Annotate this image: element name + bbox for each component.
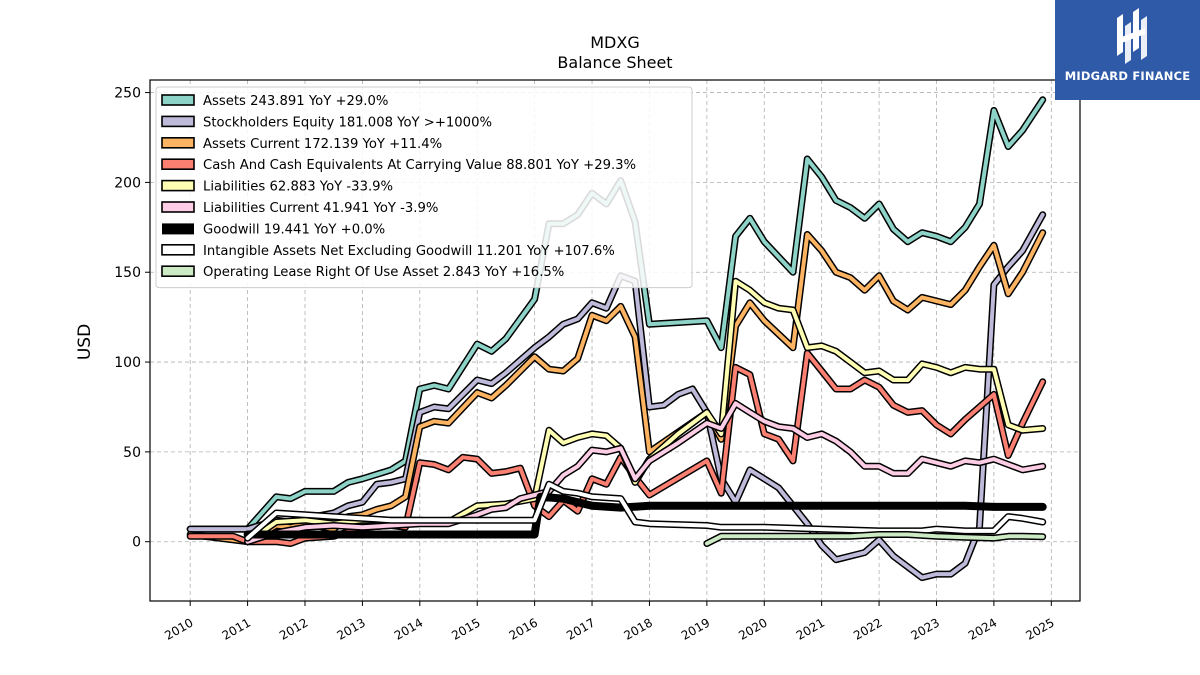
series-layer [186, 96, 1047, 582]
series-path [245, 482, 1045, 541]
legend-label: Stockholders Equity 181.008 YoY >+1000% [203, 115, 492, 130]
series-line-3 [186, 229, 1047, 546]
legend-item-5: Liabilities 62.883 YoY -33.9% [161, 179, 393, 195]
x-tick-label: 2013 [334, 615, 367, 642]
x-tick-label: 2014 [392, 615, 425, 642]
legend-box [155, 86, 693, 289]
y-tick-label: 100 [114, 355, 141, 371]
legend-label: Liabilities Current 41.941 YoY -3.9% [203, 201, 438, 216]
y-axis-label: USD [75, 324, 95, 360]
y-tick-label: 50 [123, 445, 141, 461]
legend-swatch [161, 158, 195, 170]
series-path [704, 532, 1045, 546]
brand-logo: MIDGARD FINANCE [1055, 0, 1200, 100]
midgard-logo-icon [1117, 8, 1147, 64]
legend-swatch [161, 265, 195, 278]
y-tick-label: 200 [114, 175, 141, 191]
chart-title: MDXG [590, 33, 639, 52]
legend-swatch [161, 137, 195, 149]
brand-name: MIDGARD FINANCE [1064, 69, 1191, 83]
y-tick-label: 0 [132, 535, 141, 551]
chart-subtitle: Balance Sheet [557, 53, 672, 72]
x-tick-label: 2022 [851, 615, 884, 642]
legend-item-3: Assets Current 172.139 YoY +11.4% [161, 137, 442, 152]
x-tick-label: 2024 [966, 615, 999, 642]
legend-item-9: Operating Lease Right Of Use Asset 2.843… [161, 265, 564, 280]
x-tick-label: 2018 [621, 615, 654, 642]
legend-swatch [161, 94, 195, 106]
legend-label: Liabilities 62.883 YoY -33.9% [203, 180, 393, 195]
legend-item-2: Stockholders Equity 181.008 YoY >+1000% [161, 115, 492, 130]
series-path [188, 212, 1045, 580]
legend-swatch [161, 115, 195, 128]
x-tick-label: 2011 [220, 615, 253, 642]
legend-label: Goodwill 19.441 YoY +0.0% [203, 222, 385, 237]
x-tick-label: 2023 [909, 615, 942, 642]
legend-item-1: Assets 243.891 YoY +29.0% [161, 94, 388, 109]
x-tick-label: 2019 [679, 615, 712, 642]
x-axis-ticks: 2010 2011 2012 2013 2014 2015 2016 2017 2018 2019… [162, 601, 1057, 643]
series-line-7 [243, 492, 1047, 539]
series-line-2 [186, 211, 1047, 582]
legend-label: Assets 243.891 YoY +29.0% [203, 94, 388, 109]
series-path [243, 492, 1047, 539]
y-axis-ticks: 0 50 100 150 200 250 [114, 86, 150, 551]
x-tick-label: 2012 [277, 615, 310, 642]
series-line-9 [703, 531, 1047, 547]
legend-item-7: Goodwill 19.441 YoY +0.0% [162, 222, 385, 237]
legend-item-8: Intangible Assets Net Excluding Goodwill… [161, 244, 615, 259]
legend-swatch [162, 223, 194, 235]
legend: Assets 243.891 YoY +29.0% Stockholders Eq… [155, 86, 693, 289]
y-tick-label: 250 [114, 86, 141, 102]
x-tick-label: 2016 [507, 615, 540, 642]
legend-swatch [161, 179, 195, 192]
legend-label: Intangible Assets Net Excluding Goodwill… [203, 244, 615, 259]
x-tick-label: 2020 [736, 615, 769, 642]
y-tick-label: 150 [114, 265, 141, 281]
x-tick-label: 2025 [1023, 615, 1056, 642]
legend-label: Operating Lease Right Of Use Asset 2.843… [203, 265, 564, 280]
x-tick-label: 2017 [564, 615, 597, 642]
legend-label: Cash And Cash Equivalents At Carrying Va… [203, 158, 636, 173]
x-tick-label: 2010 [162, 615, 195, 642]
legend-swatch [161, 244, 195, 256]
legend-item-4: Cash And Cash Equivalents At Carrying Va… [161, 158, 636, 173]
plot-frame [149, 79, 1081, 602]
x-tick-label: 2015 [449, 615, 482, 642]
legend-label: Assets Current 172.139 YoY +11.4% [203, 137, 442, 152]
series-path [188, 230, 1045, 544]
legend-swatch [161, 201, 195, 213]
x-tick-label: 2021 [794, 615, 827, 642]
legend-item-6: Liabilities Current 41.941 YoY -3.9% [161, 201, 438, 216]
series-line-8 [244, 480, 1047, 542]
